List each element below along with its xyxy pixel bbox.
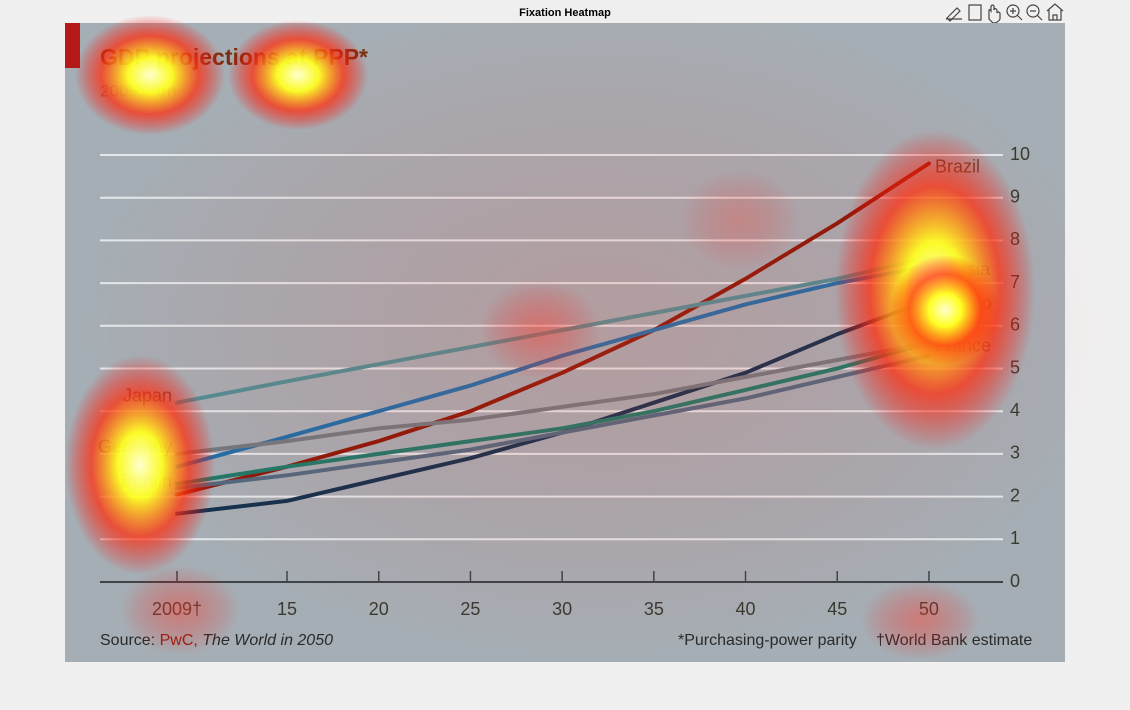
heat-spot [680,170,800,270]
heat-spot [890,255,1000,365]
y-tick-label: 0 [1010,571,1020,591]
brand-tag [65,23,80,68]
heat-spot [480,280,600,380]
heat-spot [120,565,240,655]
y-tick-label: 1 [1010,528,1020,548]
edit-icon[interactable] [946,7,962,22]
heat-spot [75,15,225,135]
heat-spot [228,20,368,130]
pan-icon[interactable] [988,4,1001,24]
source-work: The World in 2050 [202,632,333,649]
legend-icon[interactable] [968,4,982,21]
home-icon[interactable] [1046,3,1064,21]
zoom-out-icon[interactable] [1026,4,1043,21]
toolbar [946,3,1064,24]
heat-spot [860,580,980,660]
x-tick-label: 15 [277,599,297,619]
heat-spot [65,355,215,575]
heatmap-overlay [65,0,1120,660]
zoom-in-icon[interactable] [1006,4,1023,21]
